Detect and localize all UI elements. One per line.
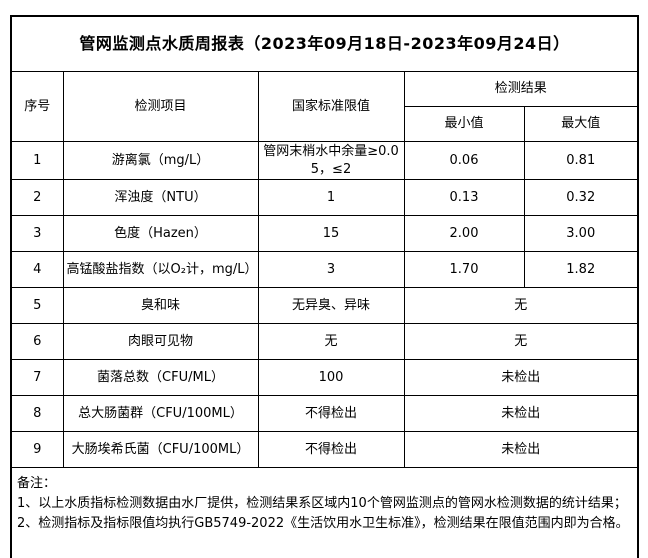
cell-max: 0.81 (523, 140, 639, 181)
col-header-limit: 国家标准限值 (257, 71, 405, 142)
table-row: 4 高锰酸盐指数（以O₂计，mg/L） 3 1.70 1.82 (10, 251, 639, 289)
cell-limit: 1 (257, 179, 405, 217)
header-row-sub: 最小值 最大值 (11, 106, 639, 142)
cell-no: 7 (10, 359, 64, 397)
cell-min: 1.70 (403, 251, 525, 289)
col-header-max: 最大值 (523, 106, 639, 142)
table-row: 9 大肠埃希氏菌（CFU/100ML） 不得检出 未检出 (10, 431, 639, 469)
notes-line-2: 2、检测指标及指标限值均执行GB5749-2022《生活饮用水卫生标准》，检测结… (17, 516, 629, 532)
table-row: 5 臭和味 无异臭、异味 无 (10, 287, 639, 325)
cell-limit: 管网末梢水中余量≥0.05，≤2 (257, 140, 405, 181)
cell-result-merged: 未检出 (403, 431, 639, 469)
table-row: 8 总大肠菌群（CFU/100ML） 不得检出 未检出 (10, 395, 639, 433)
cell-no: 8 (10, 395, 64, 433)
table-row: 6 肉眼可见物 无 无 (10, 323, 639, 361)
cell-max: 3.00 (523, 215, 639, 253)
cell-no: 5 (10, 287, 64, 325)
cell-limit: 100 (257, 359, 405, 397)
cell-no: 3 (10, 215, 64, 253)
cell-min: 0.13 (403, 179, 525, 217)
cell-limit: 无异臭、异味 (257, 287, 405, 325)
cell-no: 9 (10, 431, 64, 469)
cell-limit: 3 (257, 251, 405, 289)
cell-item: 游离氯（mg/L） (62, 140, 259, 181)
cell-item: 高锰酸盐指数（以O₂计，mg/L） (62, 251, 259, 289)
cell-result-merged: 无 (403, 287, 639, 325)
table-row: 7 菌落总数（CFU/ML） 100 未检出 (10, 359, 639, 397)
cell-item: 浑浊度（NTU） (62, 179, 259, 217)
cell-no: 6 (10, 323, 64, 361)
col-header-no: 序号 (10, 71, 64, 142)
cell-limit: 无 (257, 323, 405, 361)
cell-item: 臭和味 (62, 287, 259, 325)
cell-item: 肉眼可见物 (62, 323, 259, 361)
water-quality-report-table: 管网监测点水质周报表（2023年09月18日-2023年09月24日） 序号 检… (10, 15, 639, 558)
cell-item: 总大肠菌群（CFU/100ML） (62, 395, 259, 433)
cell-item: 大肠埃希氏菌（CFU/100ML） (62, 431, 259, 469)
cell-item: 菌落总数（CFU/ML） (62, 359, 259, 397)
notes-label: 备注： (17, 476, 57, 492)
cell-min: 0.06 (403, 140, 525, 181)
cell-max: 0.32 (523, 179, 639, 217)
cell-result-merged: 未检出 (403, 395, 639, 433)
notes-line-1: 1、以上水质指标检测数据由水厂提供，检测结果系区域内10个管网监测点的管网水检测… (17, 496, 627, 512)
col-header-item: 检测项目 (62, 71, 259, 142)
header-row-top: 序号 检测项目 国家标准限值 检测结果 (10, 71, 639, 142)
table-row: 1 游离氯（mg/L） 管网末梢水中余量≥0.05，≤2 0.06 0.81 (10, 140, 639, 181)
table-row: 2 浑浊度（NTU） 1 0.13 0.32 (10, 179, 639, 217)
cell-min: 2.00 (403, 215, 525, 253)
title-row: 管网监测点水质周报表（2023年09月18日-2023年09月24日） (10, 15, 639, 72)
cell-no: 4 (10, 251, 64, 289)
cell-item: 色度（Hazen） (62, 215, 259, 253)
cell-no: 1 (10, 140, 64, 181)
cell-result-merged: 无 (403, 323, 639, 361)
col-header-min: 最小值 (403, 106, 525, 142)
table-row: 3 色度（Hazen） 15 2.00 3.00 (10, 215, 639, 253)
cell-max: 1.82 (523, 251, 639, 289)
cell-limit: 不得检出 (257, 395, 405, 433)
cell-result-merged: 未检出 (403, 359, 639, 397)
notes-cell: 备注： 1、以上水质指标检测数据由水厂提供，检测结果系区域内10个管网监测点的管… (10, 467, 639, 558)
table-title: 管网监测点水质周报表（2023年09月18日-2023年09月24日） (10, 15, 639, 72)
notes-row: 备注： 1、以上水质指标检测数据由水厂提供，检测结果系区域内10个管网监测点的管… (10, 467, 639, 558)
cell-limit: 15 (257, 215, 405, 253)
cell-limit: 不得检出 (257, 431, 405, 469)
cell-no: 2 (10, 179, 64, 217)
col-header-result-group: 检测结果 (403, 71, 639, 107)
